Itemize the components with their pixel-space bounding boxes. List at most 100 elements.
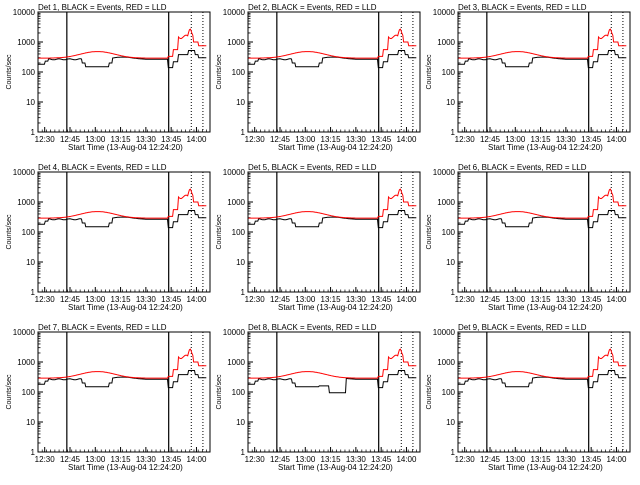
- x-tick-label: 13:30: [346, 135, 367, 144]
- series-events-line: [458, 210, 627, 229]
- x-tick-label: 13:30: [556, 455, 577, 464]
- x-tick-label: 13:00: [85, 135, 106, 144]
- y-tick-label: 10: [236, 98, 245, 107]
- series-events-line: [458, 50, 627, 69]
- x-tick-label: 13:00: [505, 455, 526, 464]
- y-tick-label: 100: [232, 68, 246, 77]
- y-tick-label: 10000: [433, 328, 456, 337]
- x-tick-label: 13:00: [295, 135, 316, 144]
- x-tick-label: 13:00: [505, 135, 526, 144]
- series-lld-line: [458, 188, 627, 219]
- x-tick-label: 14:00: [396, 295, 417, 304]
- x-tick-label: 12:45: [480, 295, 501, 304]
- y-tick-label: 10: [26, 98, 35, 107]
- chart-title: Det 1, BLACK = Events, RED = LLD: [38, 3, 167, 12]
- chart-title: Det 5, BLACK = Events, RED = LLD: [248, 163, 377, 172]
- plot-frame: [247, 11, 421, 133]
- chart-title: Det 8, BLACK = Events, RED = LLD: [248, 323, 377, 332]
- x-tick-label: 13:15: [531, 135, 552, 144]
- y-tick-label: 100: [442, 388, 456, 397]
- series-events-line: [38, 370, 207, 389]
- plot-frame: [457, 331, 631, 453]
- x-axis-label: Start Time (13-Aug-04 12:24:20): [68, 463, 183, 472]
- x-tick-label: 12:30: [455, 135, 476, 144]
- x-tick-label: 12:30: [245, 455, 266, 464]
- x-tick-label: 14:00: [606, 455, 627, 464]
- series-lld-line: [248, 28, 417, 59]
- x-tick-label: 12:30: [245, 135, 266, 144]
- y-tick-label: 10000: [13, 328, 36, 337]
- x-axis-label: Start Time (13-Aug-04 12:24:20): [488, 463, 603, 472]
- y-tick-label: 1000: [437, 198, 455, 207]
- chart-title: Det 7, BLACK = Events, RED = LLD: [38, 323, 167, 332]
- series-lld-line: [458, 28, 627, 59]
- y-tick-label: 10000: [13, 8, 36, 17]
- x-axis-label: Start Time (13-Aug-04 12:24:20): [68, 303, 183, 312]
- y-tick-label: 100: [442, 68, 456, 77]
- y-tick-label: 1: [451, 448, 456, 457]
- plot-frame: [37, 331, 211, 453]
- x-tick-label: 13:30: [136, 455, 157, 464]
- x-tick-label: 13:15: [321, 135, 342, 144]
- series-events-line: [38, 50, 207, 69]
- y-axis-label: Counts/sec: [426, 374, 433, 410]
- chart-title: Det 9, BLACK = Events, RED = LLD: [458, 323, 587, 332]
- x-tick-label: 13:00: [295, 295, 316, 304]
- x-tick-label: 12:45: [60, 135, 81, 144]
- y-tick-label: 1000: [437, 38, 455, 47]
- y-tick-label: 100: [22, 388, 36, 397]
- x-tick-label: 14:00: [606, 295, 627, 304]
- y-tick-label: 10000: [223, 8, 246, 17]
- x-tick-label: 12:45: [270, 295, 291, 304]
- x-tick-label: 13:30: [556, 135, 577, 144]
- chart-title: Det 3, BLACK = Events, RED = LLD: [458, 3, 587, 12]
- x-tick-label: 14:00: [186, 455, 207, 464]
- series-lld-line: [38, 28, 207, 59]
- y-tick-label: 1000: [437, 358, 455, 367]
- series-events-line: [248, 210, 417, 229]
- y-tick-label: 10: [446, 98, 455, 107]
- y-tick-label: 100: [442, 228, 456, 237]
- x-tick-label: 13:15: [531, 455, 552, 464]
- panel-det-2: Det 2, BLACK = Events, RED = LLD 1 10 100 10…: [216, 3, 421, 152]
- y-tick-label: 1: [241, 288, 246, 297]
- panel-det-1: Det 1, BLACK = Events, RED = LLD 1 10 100 10…: [6, 3, 211, 152]
- x-tick-label: 13:15: [111, 455, 132, 464]
- x-tick-label: 12:30: [35, 295, 56, 304]
- y-tick-label: 10000: [433, 8, 456, 17]
- y-axis-label: Counts/sec: [6, 214, 13, 250]
- y-tick-label: 1000: [227, 38, 245, 47]
- y-tick-label: 1: [31, 448, 36, 457]
- x-tick-label: 14:00: [186, 295, 207, 304]
- x-tick-label: 13:00: [505, 295, 526, 304]
- series-events-line: [248, 370, 417, 394]
- series-lld-line: [38, 188, 207, 219]
- x-axis-label: Start Time (13-Aug-04 12:24:20): [278, 463, 393, 472]
- y-tick-label: 10: [26, 418, 35, 427]
- x-tick-label: 12:45: [60, 455, 81, 464]
- panel-det-4: Det 4, BLACK = Events, RED = LLD 1 10 100 10…: [6, 163, 211, 312]
- x-tick-label: 12:45: [270, 455, 291, 464]
- x-tick-label: 13:15: [531, 295, 552, 304]
- chart-title: Det 6, BLACK = Events, RED = LLD: [458, 163, 587, 172]
- y-tick-label: 1: [451, 288, 456, 297]
- x-tick-label: 13:30: [346, 455, 367, 464]
- y-axis-label: Counts/sec: [216, 374, 223, 410]
- x-tick-label: 12:45: [480, 455, 501, 464]
- x-tick-label: 12:30: [455, 295, 476, 304]
- y-tick-label: 1000: [227, 358, 245, 367]
- x-tick-label: 13:45: [581, 135, 602, 144]
- y-tick-label: 1000: [17, 358, 35, 367]
- plot-frame: [247, 171, 421, 293]
- x-tick-label: 12:45: [480, 135, 501, 144]
- panel-det-3: Det 3, BLACK = Events, RED = LLD 1 10 100 10…: [426, 3, 631, 152]
- x-tick-label: 14:00: [396, 135, 417, 144]
- plot-frame: [37, 11, 211, 133]
- x-tick-label: 13:15: [111, 295, 132, 304]
- panel-det-7: Det 7, BLACK = Events, RED = LLD 1 10 100 10…: [6, 323, 211, 472]
- plot-frame: [247, 331, 421, 453]
- panel-det-8: Det 8, BLACK = Events, RED = LLD 1 10 100 10…: [216, 323, 421, 472]
- y-axis-label: Counts/sec: [6, 54, 13, 90]
- chart-title: Det 2, BLACK = Events, RED = LLD: [248, 3, 377, 12]
